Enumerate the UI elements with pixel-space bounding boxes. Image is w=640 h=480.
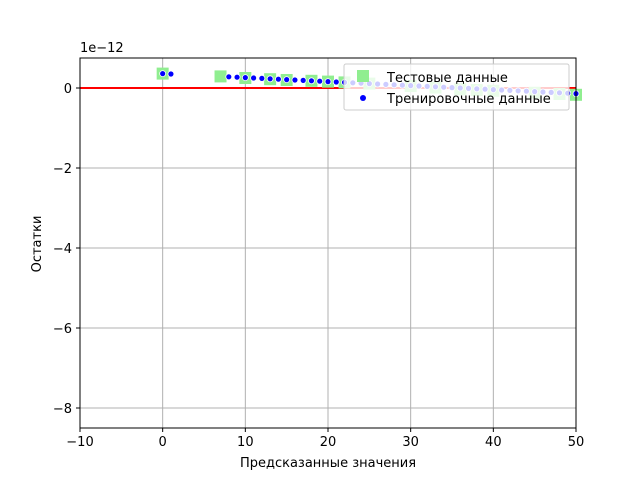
- train-data-point: [274, 75, 282, 83]
- legend-test-label: Тестовые данные: [386, 71, 508, 86]
- x-tick-label: 30: [402, 435, 419, 450]
- test-data-point: [214, 70, 227, 83]
- train-data-point: [159, 70, 167, 77]
- axis-ticks: −10 0 10 20 30 40 50 −8 −6 −4 −2 0: [53, 82, 584, 450]
- train-data-point: [316, 77, 324, 85]
- legend-train-label: Тренировочные данные: [386, 92, 551, 107]
- y-offset-text: 1e−12: [80, 41, 124, 56]
- train-data-point: [332, 78, 340, 86]
- x-tick-label: 40: [485, 435, 502, 450]
- legend-test-marker: [357, 70, 369, 82]
- x-axis-label: Предсказанные значения: [240, 456, 416, 471]
- x-tick-label: 50: [568, 435, 585, 450]
- train-data-point: [167, 70, 175, 78]
- y-tick-label: −4: [53, 242, 72, 257]
- legend-train-marker: [360, 95, 366, 101]
- train-data-point: [266, 75, 274, 83]
- legend: Тестовые данные Тренировочные данные: [343, 63, 570, 111]
- train-data-point: [225, 73, 233, 81]
- train-data-point: [291, 76, 299, 84]
- train-data-point: [324, 78, 332, 85]
- train-data-point: [258, 75, 266, 82]
- y-tick-label: −6: [53, 322, 72, 337]
- x-tick-label: 20: [320, 435, 337, 450]
- train-data-point: [308, 77, 315, 85]
- y-tick-label: 0: [64, 82, 72, 97]
- grid: [79, 58, 577, 428]
- train-data-point: [283, 76, 291, 83]
- train-data-point: [241, 74, 249, 81]
- y-axis-label: Остатки: [30, 216, 45, 273]
- y-tick-label: −2: [53, 162, 72, 177]
- y-tick-label: −8: [53, 402, 72, 417]
- train-data-point: [299, 77, 307, 84]
- legend-frame: [343, 63, 570, 111]
- train-data-point: [250, 74, 258, 82]
- train-data-point: [233, 73, 241, 81]
- x-tick-label: 10: [237, 435, 254, 450]
- x-tick-label: −10: [66, 435, 93, 450]
- x-tick-label: 0: [159, 435, 167, 450]
